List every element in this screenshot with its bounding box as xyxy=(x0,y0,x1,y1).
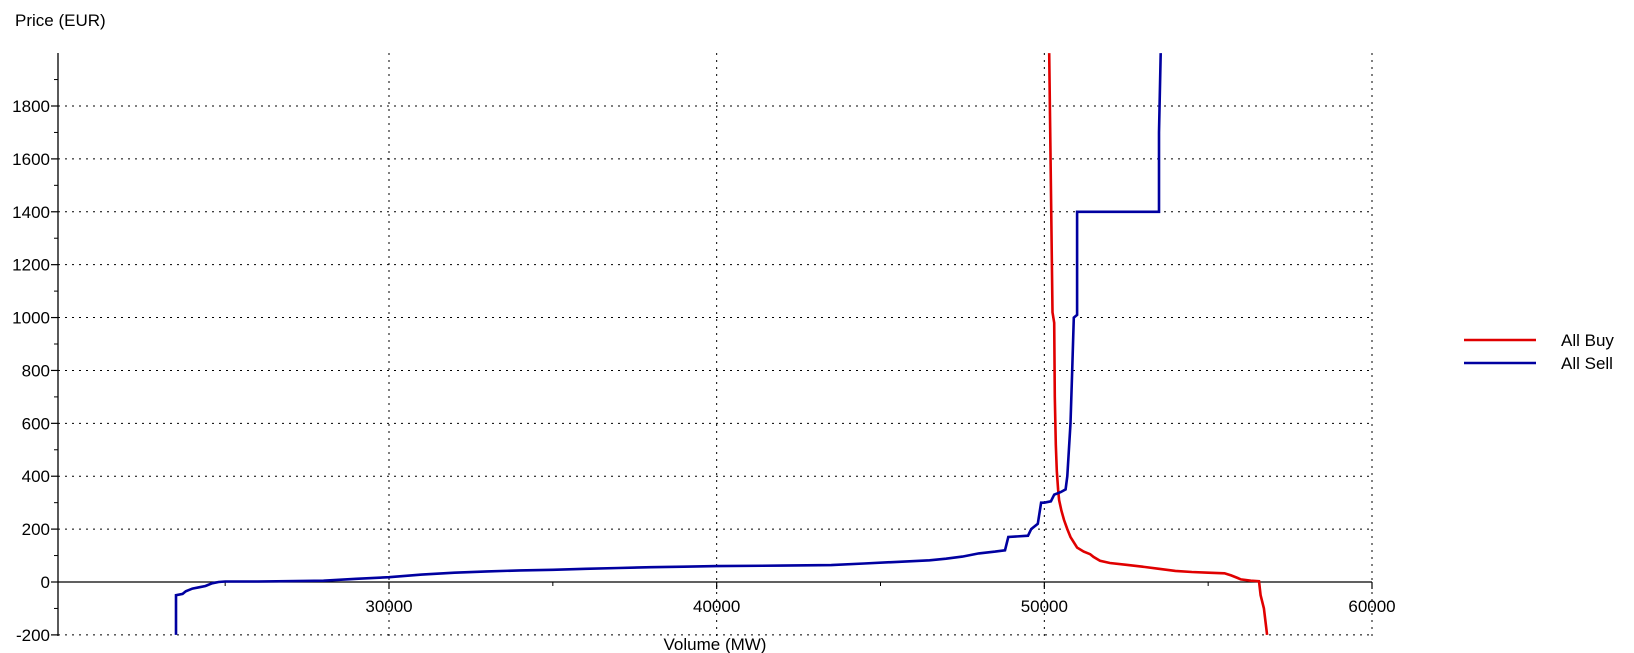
y-tick-label: 1000 xyxy=(12,309,50,328)
y-tick-label: 800 xyxy=(22,361,50,380)
x-tick-label: 40000 xyxy=(693,597,740,616)
x-tick-label: 50000 xyxy=(1021,597,1068,616)
y-tick-label: 600 xyxy=(22,414,50,433)
legend-label: All Buy xyxy=(1561,331,1614,350)
y-tick-label: 400 xyxy=(22,467,50,486)
y-tick-label: 1600 xyxy=(12,150,50,169)
axes xyxy=(57,53,1372,636)
y-tick-label: 200 xyxy=(22,520,50,539)
tick-marks-and-labels: -200 0 200 400 600 800 1000 1200 1400 1600 1800 300… xyxy=(12,79,1396,645)
y-tick-label: 1200 xyxy=(12,256,50,275)
legend: All Buy All Sell xyxy=(1464,331,1614,373)
legend-label: All Sell xyxy=(1561,354,1613,373)
y-axis-title: Price (EUR) xyxy=(15,11,106,30)
x-axis-title: Volume (MW) xyxy=(664,635,767,653)
grid-lines xyxy=(58,53,1373,636)
series-line-all-buy xyxy=(1047,53,1269,636)
y-tick-label: 0 xyxy=(41,573,50,592)
x-tick-label: 30000 xyxy=(365,597,412,616)
series-line-all-sell xyxy=(174,53,1162,635)
series-lines xyxy=(174,53,1269,636)
x-tick-label: 60000 xyxy=(1348,597,1395,616)
y-tick-label: 1400 xyxy=(12,203,50,222)
y-tick-label: 1800 xyxy=(12,97,50,116)
y-tick-label: -200 xyxy=(16,626,50,645)
